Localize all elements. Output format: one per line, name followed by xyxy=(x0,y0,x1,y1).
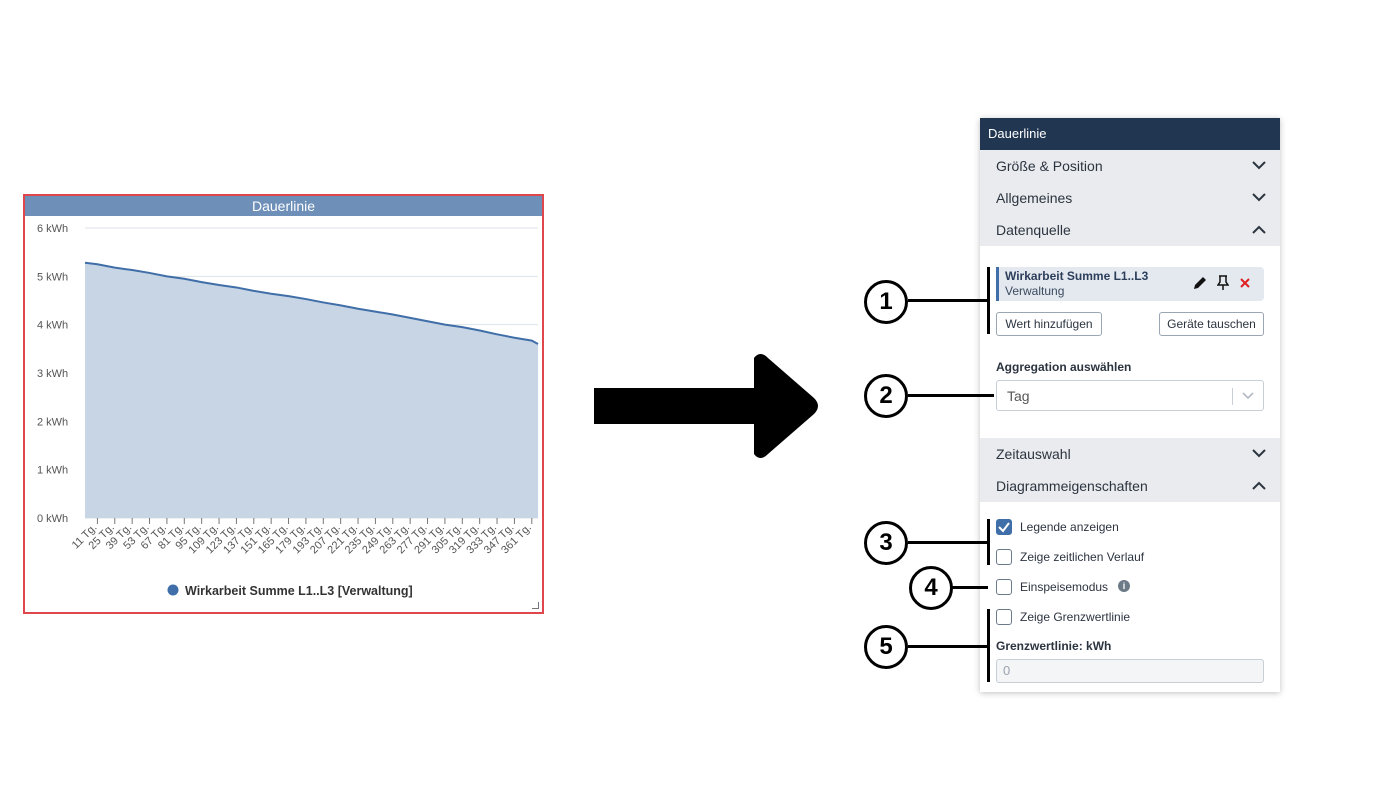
show-limit-line-label: Zeige Grenzwertlinie xyxy=(1020,610,1131,624)
chevron-down-icon xyxy=(1242,392,1254,400)
pin-icon[interactable] xyxy=(1217,275,1229,291)
limit-line-label: Grenzwertlinie: kWh xyxy=(996,639,1112,653)
aggregation-select[interactable]: Tag xyxy=(996,380,1264,411)
section-label: Diagrammeigenschaften xyxy=(996,478,1148,494)
swap-devices-button[interactable]: Geräte tauschen xyxy=(1159,312,1264,336)
callout-bracket xyxy=(987,267,990,334)
datasource-item[interactable]: Wirkarbeit Summe L1..L3 Verwaltung xyxy=(996,267,1264,301)
callout-2: 2 xyxy=(864,374,908,418)
callout-line xyxy=(908,645,988,648)
section-diagram-properties[interactable]: Diagrammeigenschaften xyxy=(980,470,1280,502)
section-datasource[interactable]: Datenquelle xyxy=(980,214,1280,246)
aggregation-value: Tag xyxy=(1007,388,1030,404)
resize-handle[interactable] xyxy=(532,602,539,609)
section-label: Größe & Position xyxy=(996,158,1103,174)
chevron-down-icon xyxy=(1252,161,1266,170)
callout-line xyxy=(908,541,988,544)
section-label: Zeitauswahl xyxy=(996,446,1071,462)
arrow-icon xyxy=(594,354,818,458)
panel-title: Dauerlinie xyxy=(980,118,1280,150)
legend-label: Wirkarbeit Summe L1..L3 [Verwaltung] xyxy=(185,584,413,598)
series-area xyxy=(85,262,538,518)
callout-5: 5 xyxy=(864,625,908,669)
y-tick-label: 4 kWh xyxy=(37,320,68,332)
datasource-name: Wirkarbeit Summe L1..L3 xyxy=(1005,269,1149,283)
section-label: Datenquelle xyxy=(996,222,1071,238)
callout-4: 4 xyxy=(909,566,953,610)
section-label: Allgemeines xyxy=(996,190,1073,206)
y-tick-label: 2 kWh xyxy=(37,416,68,428)
aggregation-label: Aggregation auswählen xyxy=(996,360,1132,374)
y-tick-label: 0 kWh xyxy=(37,513,68,525)
chevron-up-icon xyxy=(1252,225,1266,234)
y-tick-label: 3 kWh xyxy=(37,368,68,380)
datasource-accent xyxy=(996,267,999,301)
show-legend-checkbox[interactable] xyxy=(996,519,1012,535)
chart-title: Dauerlinie xyxy=(25,196,542,216)
y-tick-label: 1 kWh xyxy=(37,465,68,477)
select-separator xyxy=(1232,388,1233,405)
y-tick-label: 5 kWh xyxy=(37,271,68,283)
add-value-button[interactable]: Wert hinzufügen xyxy=(996,312,1102,336)
legend-marker xyxy=(167,584,179,596)
chevron-down-icon xyxy=(1252,193,1266,202)
callout-bracket xyxy=(987,609,990,682)
chart-widget[interactable]: Dauerlinie 0 kWh 1 kWh 2 kWh 3 kWh 4 kWh 5 kW… xyxy=(23,194,544,614)
show-time-history-checkbox[interactable] xyxy=(996,549,1012,565)
show-time-history-label: Zeige zeitlichen Verlauf xyxy=(1020,550,1145,564)
callout-line xyxy=(908,299,988,302)
pencil-icon[interactable] xyxy=(1192,275,1208,291)
section-general[interactable]: Allgemeines xyxy=(980,182,1280,214)
callout-1: 1 xyxy=(864,280,908,324)
section-size-position[interactable]: Größe & Position xyxy=(980,150,1280,182)
limit-line-input[interactable]: 0 xyxy=(996,659,1264,683)
feed-in-mode-checkbox[interactable] xyxy=(996,579,1012,595)
y-tick-label: 6 kWh xyxy=(37,223,68,235)
callout-line xyxy=(908,394,994,397)
show-limit-line-checkbox[interactable] xyxy=(996,609,1012,625)
info-icon[interactable]: i xyxy=(1118,580,1130,592)
callout-bracket xyxy=(987,519,990,565)
show-legend-label: Legende anzeigen xyxy=(1020,520,1119,534)
chevron-up-icon xyxy=(1252,481,1266,490)
datasource-location: Verwaltung xyxy=(1005,284,1065,298)
close-icon[interactable] xyxy=(1240,278,1250,288)
checkmark-icon xyxy=(998,522,1010,533)
feed-in-mode-label: Einspeisemodus xyxy=(1020,580,1109,594)
callout-line xyxy=(952,586,988,589)
series-line xyxy=(84,261,539,345)
section-time-selection[interactable]: Zeitauswahl xyxy=(980,438,1280,470)
chevron-down-icon xyxy=(1252,449,1266,458)
callout-3: 3 xyxy=(864,521,908,565)
